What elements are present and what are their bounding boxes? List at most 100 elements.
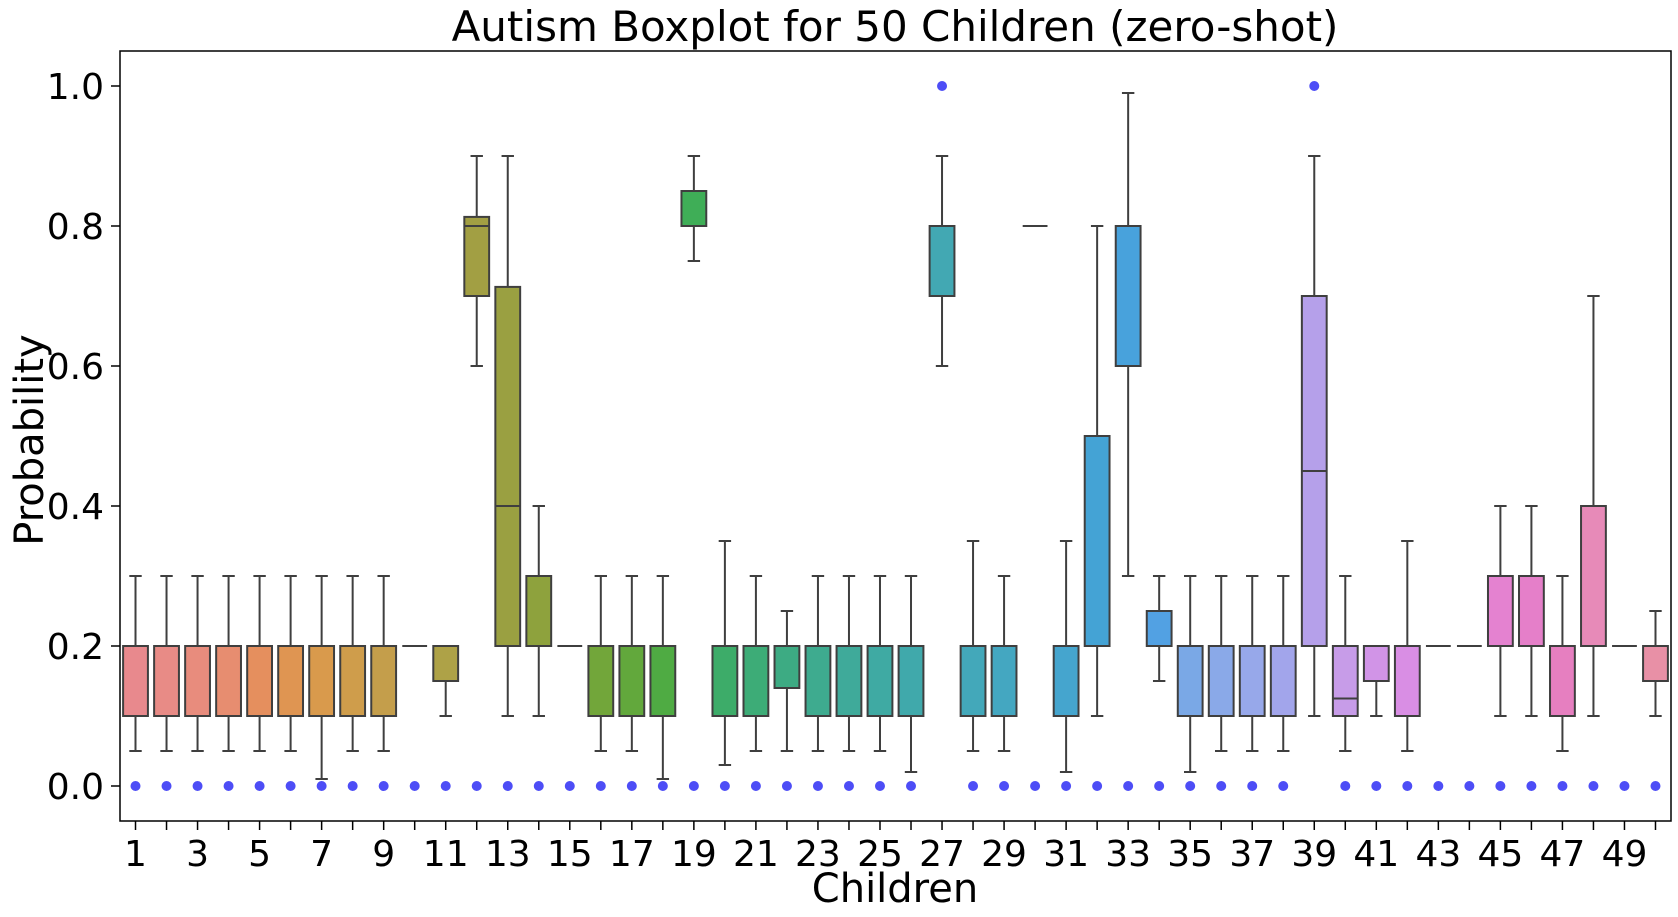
flier-point xyxy=(1619,781,1630,791)
flier-point xyxy=(223,781,234,791)
x-tick-label: 41 xyxy=(1353,834,1399,875)
box-child-40 xyxy=(1331,575,1359,791)
x-tick-label: 3 xyxy=(186,834,209,875)
flier-point xyxy=(999,781,1010,791)
x-tick-label: 29 xyxy=(981,834,1027,875)
box-iqr xyxy=(370,645,398,717)
box-child-48 xyxy=(1580,295,1607,791)
box-child-8 xyxy=(339,575,367,791)
box-iqr xyxy=(1083,435,1111,647)
box-iqr xyxy=(587,645,615,717)
flier-point xyxy=(657,781,668,791)
flier-point xyxy=(1185,781,1196,791)
box-child-44 xyxy=(1456,645,1482,791)
flier-point xyxy=(1247,781,1258,791)
box-iqr xyxy=(1580,505,1607,647)
x-tick-label: 31 xyxy=(1043,834,1089,875)
box-iqr xyxy=(1238,645,1266,717)
box-child-41 xyxy=(1362,645,1390,791)
box-child-30 xyxy=(1022,225,1048,791)
box-child-1 xyxy=(122,575,149,791)
box-iqr xyxy=(649,645,677,717)
flier-point xyxy=(1371,781,1382,791)
box-child-9 xyxy=(370,575,398,791)
flier-point xyxy=(874,781,885,791)
x-tick-label: 15 xyxy=(547,834,593,875)
box-iqr xyxy=(122,645,149,717)
x-axis-label: Children xyxy=(812,866,978,912)
x-tick-label: 33 xyxy=(1105,834,1151,875)
flier-point xyxy=(1588,781,1599,791)
flier-point xyxy=(626,781,637,791)
flier-point xyxy=(533,781,544,791)
flier-point xyxy=(1464,781,1475,791)
box-iqr xyxy=(215,645,242,717)
box-iqr xyxy=(618,645,646,717)
y-tick-label: 0.2 xyxy=(47,627,104,668)
x-tick-label: 39 xyxy=(1291,834,1337,875)
box-iqr xyxy=(928,225,956,297)
x-tick-label: 45 xyxy=(1477,834,1523,875)
box-child-25 xyxy=(866,575,894,791)
box-child-29 xyxy=(990,575,1018,791)
box-iqr xyxy=(339,645,367,717)
box-iqr xyxy=(308,645,336,717)
box-iqr xyxy=(773,645,801,689)
box-child-12 xyxy=(463,155,491,791)
box-child-14 xyxy=(525,505,553,791)
flier-point xyxy=(347,781,358,791)
box-iqr xyxy=(153,645,180,717)
box-iqr xyxy=(1207,645,1235,717)
x-tick-label: 7 xyxy=(310,834,333,875)
box-child-16 xyxy=(587,575,615,791)
box-iqr xyxy=(432,645,460,682)
flier-point xyxy=(1402,781,1413,791)
flier-point xyxy=(1650,781,1661,791)
box-iqr xyxy=(804,645,832,717)
x-tick-label: 35 xyxy=(1167,834,1213,875)
box-child-38 xyxy=(1269,575,1297,791)
flier-point xyxy=(1216,781,1227,791)
flier-point xyxy=(440,781,451,791)
box-child-39 xyxy=(1300,81,1328,717)
box-iqr xyxy=(1642,645,1669,682)
flier-point xyxy=(130,781,141,791)
x-tick-label: 1 xyxy=(124,834,147,875)
box-iqr xyxy=(959,645,987,717)
box-child-35 xyxy=(1176,575,1204,791)
x-tick-label: 5 xyxy=(248,834,271,875)
box-iqr xyxy=(835,645,863,717)
box-child-24 xyxy=(835,575,863,791)
box-iqr xyxy=(1052,645,1080,717)
flier-point xyxy=(812,781,823,791)
box-iqr xyxy=(1269,645,1297,717)
box-child-37 xyxy=(1238,575,1266,791)
x-tick-label: 23 xyxy=(795,834,841,875)
chart-title: Autism Boxplot for 50 Children (zero-sho… xyxy=(452,2,1339,51)
box-iqr xyxy=(184,645,211,717)
x-tick-label: 27 xyxy=(919,834,965,875)
x-tick-label: 37 xyxy=(1229,834,1275,875)
flier-point xyxy=(192,781,203,791)
flier-point xyxy=(564,781,575,791)
flier-point xyxy=(1495,781,1506,791)
box-child-4 xyxy=(215,575,242,791)
box-child-22 xyxy=(773,610,801,791)
box-child-20 xyxy=(711,540,739,791)
flier-point xyxy=(1278,781,1289,791)
box-child-2 xyxy=(153,575,180,791)
box-child-18 xyxy=(649,575,677,791)
flier-point xyxy=(595,781,606,791)
box-child-19 xyxy=(680,155,708,791)
flier-point xyxy=(1557,781,1568,791)
box-child-36 xyxy=(1207,575,1235,791)
flier-point xyxy=(161,781,172,791)
box-child-47 xyxy=(1549,575,1576,791)
flier-point xyxy=(316,781,327,791)
y-tick-label: 0.0 xyxy=(47,767,104,808)
box-iqr xyxy=(742,645,770,717)
box-child-17 xyxy=(618,575,646,791)
flier-point xyxy=(750,781,761,791)
box-iqr xyxy=(463,215,491,297)
box-iqr xyxy=(711,645,739,717)
